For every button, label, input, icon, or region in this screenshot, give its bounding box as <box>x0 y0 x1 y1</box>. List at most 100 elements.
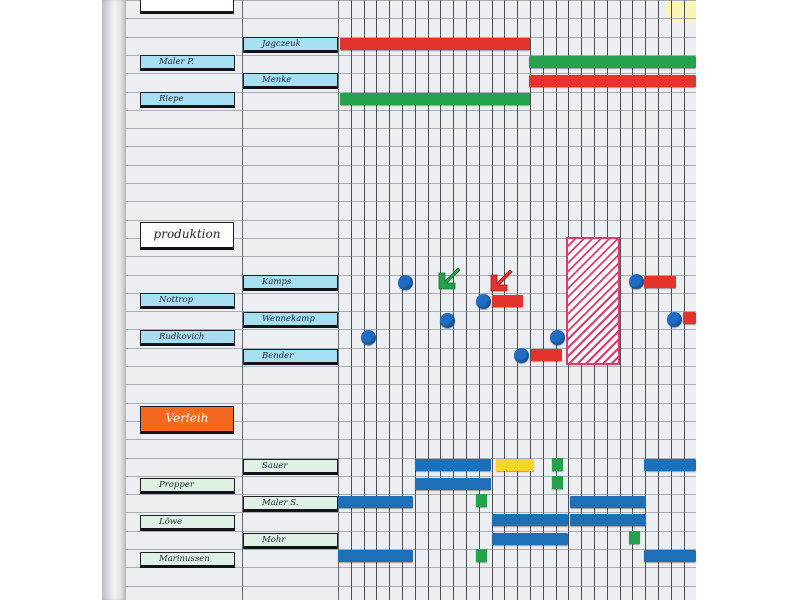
grid-column-line <box>543 0 544 600</box>
magnet-bar <box>492 533 568 545</box>
grid-column-line <box>428 0 429 600</box>
magnet-bar <box>340 93 530 105</box>
grid-column-line <box>645 0 646 600</box>
name-label-sauer: Sauer <box>243 459 338 475</box>
magnet-bar <box>570 514 646 526</box>
row-rule <box>126 494 696 495</box>
row-rule <box>126 0 696 1</box>
grid-column-line <box>351 0 352 600</box>
hatched-block <box>566 237 620 365</box>
sticky-note <box>666 0 696 22</box>
magnet-bar <box>338 550 413 562</box>
row-rule <box>126 146 696 147</box>
grid-column-line <box>402 0 403 600</box>
grid-column-line <box>376 0 377 600</box>
name-label-marinussen: Marinussen <box>140 552 235 568</box>
row-rule <box>126 421 696 422</box>
name-label-maler-p: Maler P. <box>140 55 235 71</box>
section-label-produktion: produktion <box>140 222 234 250</box>
row-rule <box>126 256 696 257</box>
row-rule <box>126 165 696 166</box>
name-label-nottrop: Nottrop <box>140 293 235 309</box>
magnet-bar <box>531 349 562 361</box>
row-rule <box>126 18 696 19</box>
name-label-kamps: Kamps <box>243 275 338 291</box>
row-rule <box>126 110 696 111</box>
name-label-rudkovich: Rudkovich <box>140 330 235 346</box>
magnet-square <box>476 494 487 507</box>
name-label-maler-s: Maler S. <box>243 496 338 512</box>
row-rule <box>126 586 696 587</box>
name-label-propper: Propper <box>140 478 235 494</box>
background-wall <box>696 0 800 600</box>
grid-column-line <box>440 0 441 600</box>
row-rule <box>126 293 696 294</box>
row-rule <box>126 238 696 239</box>
magnet-square <box>629 531 640 544</box>
name-label-bender: Bender <box>243 349 338 365</box>
row-rule <box>126 55 696 56</box>
name-label-wennekamp: Wennekamp <box>243 312 338 328</box>
name-label-loewe: Löwe <box>140 515 235 531</box>
magnet-dot <box>550 330 565 345</box>
magnet-bar <box>492 295 523 307</box>
grid-column-line <box>453 0 454 600</box>
row-rule <box>126 384 696 385</box>
magnet-square <box>552 458 563 471</box>
section-label-top <box>140 0 234 14</box>
magnet-bar <box>570 496 646 508</box>
magnet-bar <box>496 459 534 471</box>
green-arrow-icon <box>438 267 461 290</box>
row-rule <box>126 275 696 276</box>
magnet-dot <box>398 275 413 290</box>
row-rule <box>126 512 696 513</box>
row-rule <box>126 92 696 93</box>
magnet-square <box>552 476 563 489</box>
grid-column-line <box>389 0 390 600</box>
grid-column-line <box>620 0 621 600</box>
magnet-dot <box>440 313 455 328</box>
grid-column-line <box>530 0 531 600</box>
grid-column-line <box>658 0 659 600</box>
name-label-menke: Menke <box>243 73 338 89</box>
row-rule <box>126 348 696 349</box>
grid-column-line <box>556 0 557 600</box>
section-label-verleih: Verleih <box>140 406 234 434</box>
magnet-bar <box>415 478 491 490</box>
row-rule <box>126 439 696 440</box>
grid-column-line <box>684 0 685 600</box>
grid-column-line <box>415 0 416 600</box>
row-rule <box>126 549 696 550</box>
row-rule <box>126 183 696 184</box>
magnet-dot <box>667 312 682 327</box>
grid-column-line <box>632 0 633 600</box>
row-rule <box>126 201 696 202</box>
grid-column-line <box>364 0 365 600</box>
row-rule <box>126 403 696 404</box>
column-divider <box>242 0 243 600</box>
grid-column-line <box>466 0 467 600</box>
column-divider <box>338 0 339 600</box>
row-rule <box>126 531 696 532</box>
name-label-riepe: Riepe <box>140 92 235 108</box>
board-frame <box>102 0 126 600</box>
row-rule <box>126 366 696 367</box>
name-label-mohr: Mohr <box>243 533 338 549</box>
magnet-dot <box>514 348 529 363</box>
name-label-jagczeuk: Jagczeuk <box>243 37 338 53</box>
magnet-bar <box>644 276 676 288</box>
row-rule <box>126 128 696 129</box>
row-rule <box>126 73 696 74</box>
magnet-dot <box>629 274 644 289</box>
magnet-bar <box>683 312 696 324</box>
row-rule <box>126 567 696 568</box>
magnet-dot <box>476 294 491 309</box>
row-rule <box>126 37 696 38</box>
magnet-bar <box>644 459 696 471</box>
magnet-bar <box>415 459 491 471</box>
magnet-bar <box>492 514 568 526</box>
red-arrow-icon <box>490 269 513 292</box>
row-rule <box>126 329 696 330</box>
magnet-dot <box>361 330 376 345</box>
